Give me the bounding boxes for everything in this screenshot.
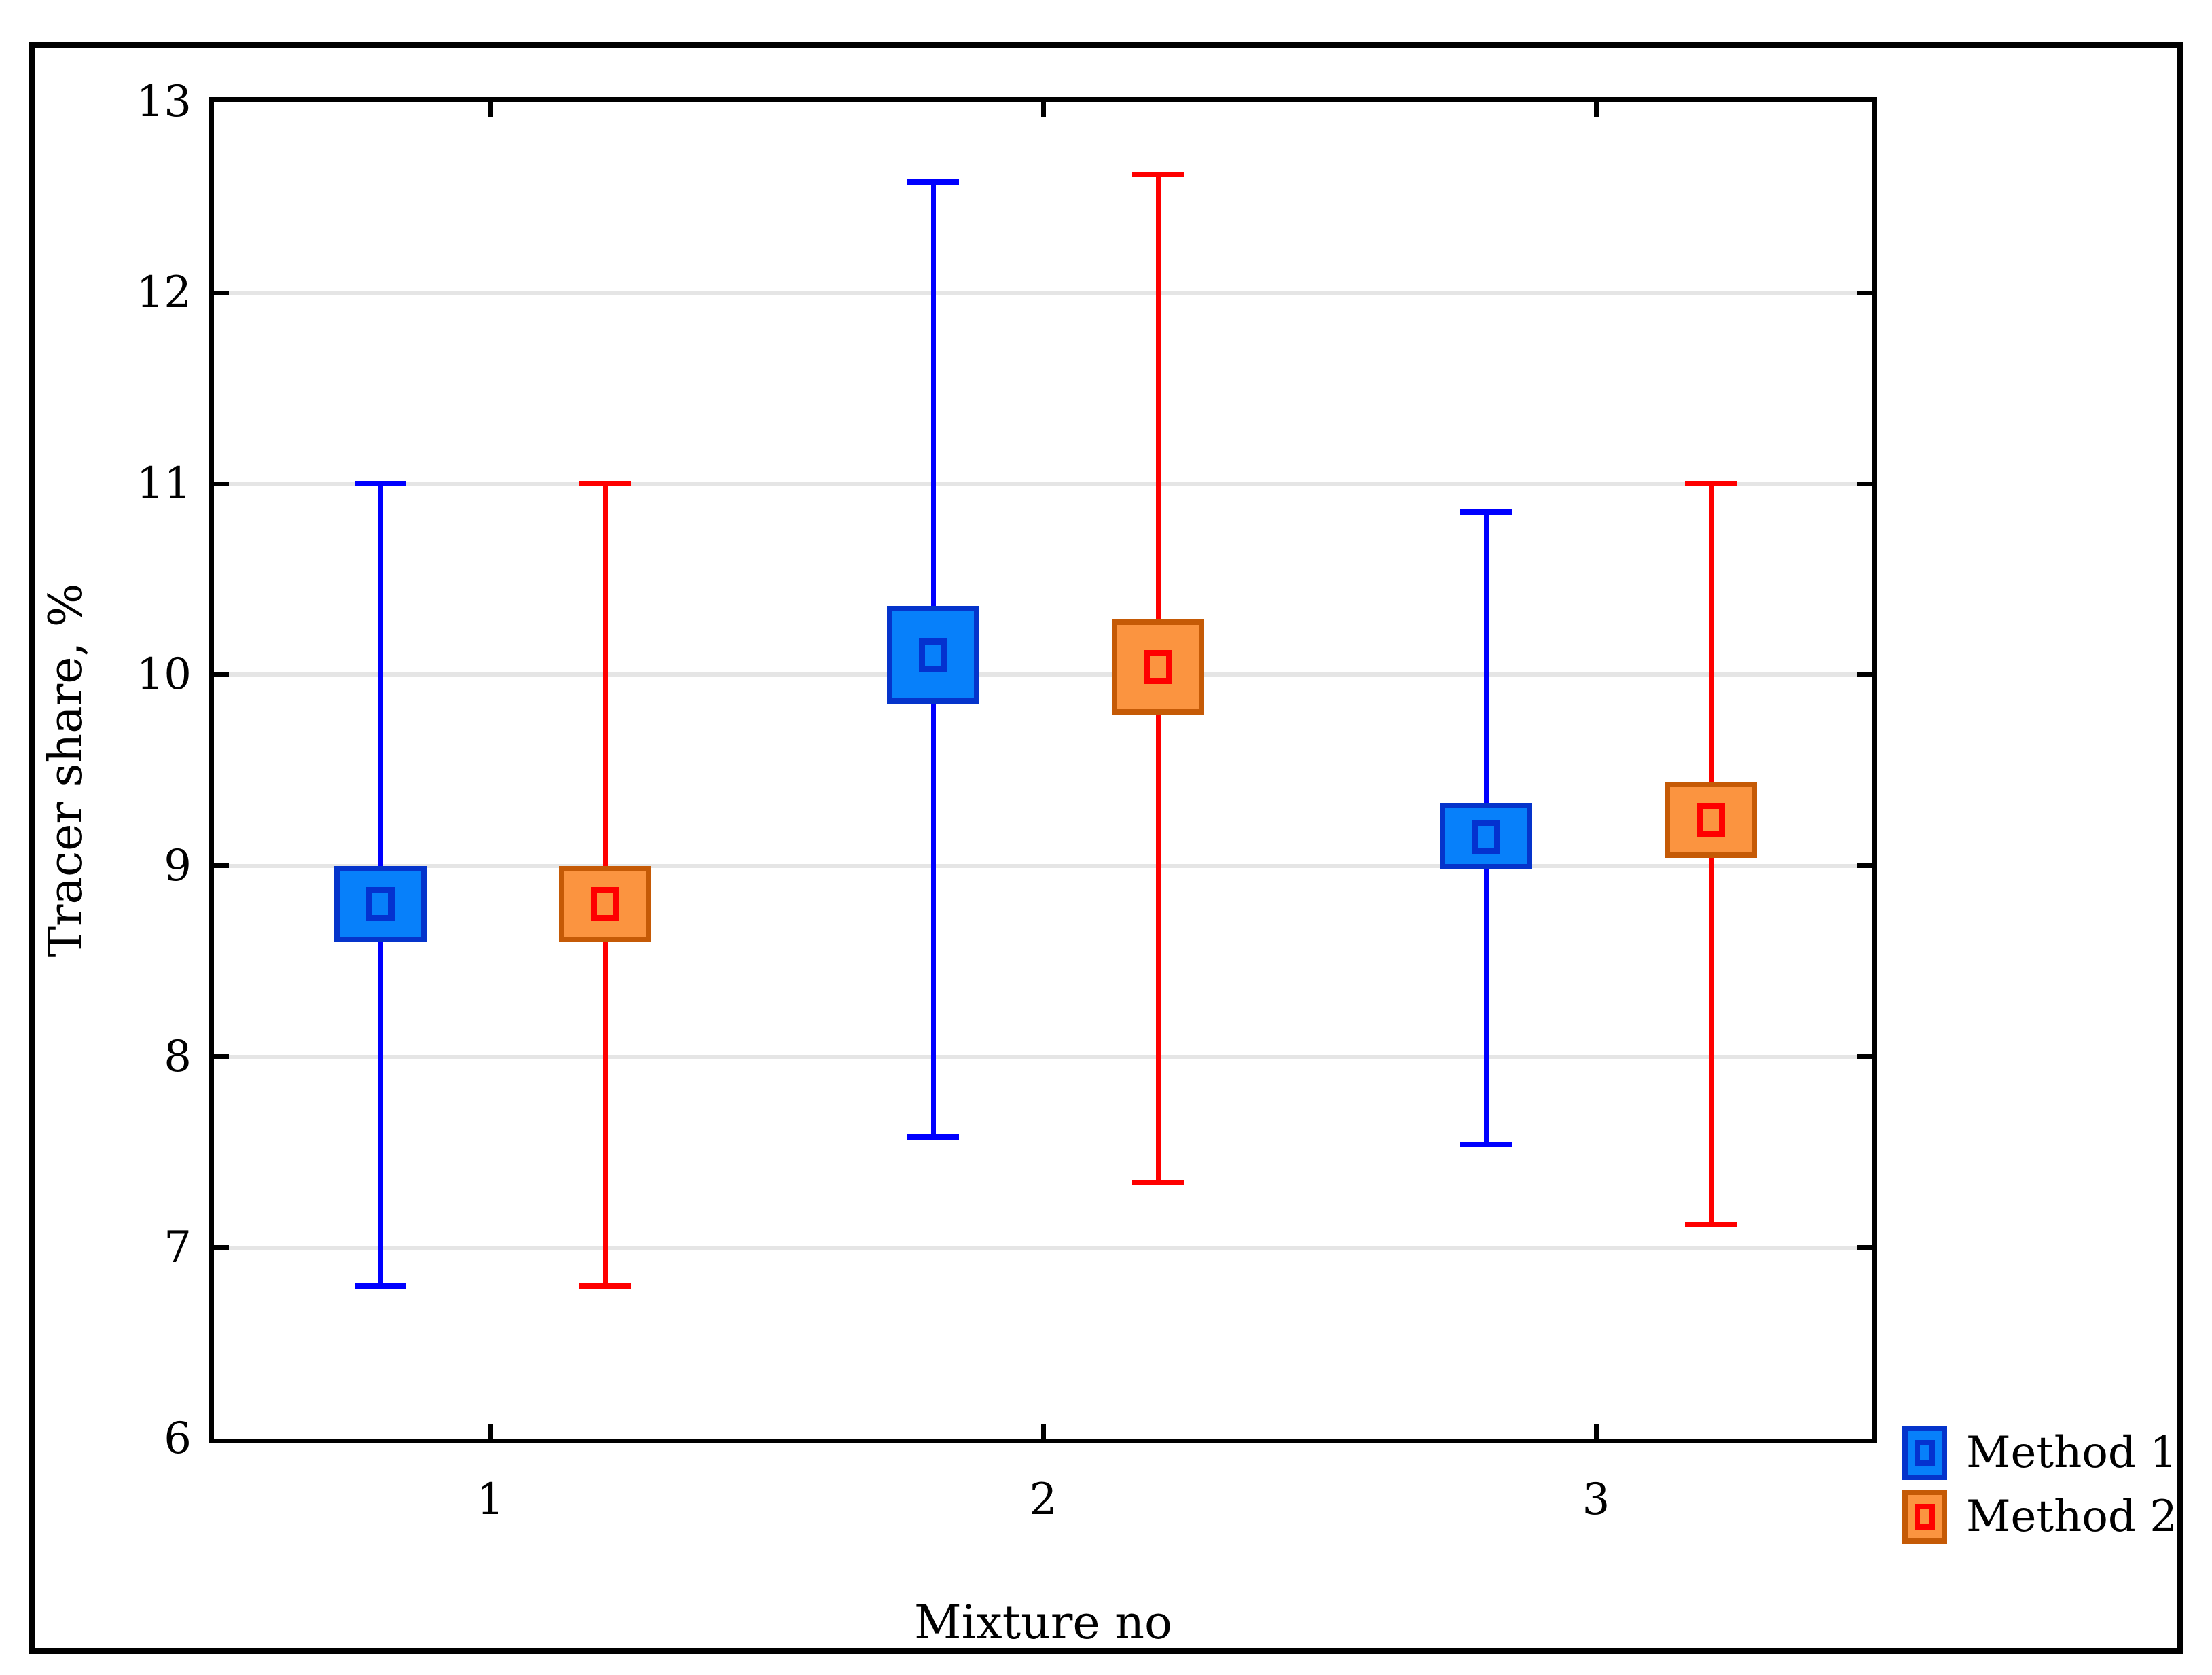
x-axis-tick-bottom <box>1593 1424 1599 1439</box>
x-axis-tick-top <box>488 102 493 117</box>
center-marker <box>1472 820 1500 854</box>
y-axis-tick-right <box>1857 1054 1872 1060</box>
center-marker <box>1144 650 1172 685</box>
whisker-cap-top <box>1685 481 1737 487</box>
whisker-cap-bottom <box>579 1283 631 1289</box>
y-axis-tick-left <box>214 863 229 869</box>
gridline <box>214 291 1872 295</box>
whisker-cap-bottom <box>907 1134 959 1140</box>
y-axis-tick-left <box>214 290 229 295</box>
whisker-cap-top <box>907 179 959 185</box>
whisker-cap-bottom <box>1685 1222 1737 1228</box>
y-axis-tick-left <box>214 1054 229 1060</box>
y-axis-tick-right <box>1857 481 1872 486</box>
y-axis-tick-right <box>1857 863 1872 869</box>
y-axis-tick-right <box>1857 1245 1872 1250</box>
y-tick-label: 13 <box>136 77 192 127</box>
y-tick-label: 12 <box>136 268 192 319</box>
y-tick-label: 11 <box>136 458 192 509</box>
whisker-cap-bottom <box>1132 1180 1184 1186</box>
gridline <box>214 1054 1872 1059</box>
whisker-cap-bottom <box>355 1283 406 1289</box>
y-axis-title: Tracer share, % <box>39 583 93 958</box>
x-tick-label: 3 <box>1582 1475 1610 1525</box>
y-axis-tick-right <box>1857 290 1872 295</box>
whisker-cap-bottom <box>1460 1142 1512 1148</box>
whisker-cap-top <box>579 481 631 487</box>
legend-swatch-method-2-inner-icon <box>1915 1504 1935 1530</box>
y-tick-label: 6 <box>164 1413 192 1464</box>
y-tick-label: 10 <box>136 649 192 700</box>
plot-frame <box>209 97 1877 1443</box>
legend-label-method-1: Method 1 <box>1966 1428 2177 1478</box>
center-marker <box>366 886 395 921</box>
x-axis-tick-top <box>1040 102 1046 117</box>
gridline <box>214 863 1872 868</box>
y-axis-tick-left <box>214 481 229 486</box>
gridline <box>214 1245 1872 1250</box>
x-axis-tick-bottom <box>488 1424 493 1439</box>
whisker-cap-top <box>1132 171 1184 177</box>
x-tick-label: 1 <box>476 1475 505 1525</box>
legend-item-method-2: Method 2 <box>1902 1490 2177 1544</box>
y-tick-label: 8 <box>164 1031 192 1082</box>
legend-swatch-method-1-icon <box>1902 1426 1947 1480</box>
center-marker <box>919 638 947 673</box>
gridline <box>214 672 1872 677</box>
y-axis-tick-left <box>214 1245 229 1250</box>
gridline <box>214 482 1872 486</box>
legend-swatch-method-2-icon <box>1902 1490 1947 1544</box>
y-tick-label: 7 <box>164 1222 192 1273</box>
legend: Method 1 Method 2 <box>1902 1426 2177 1553</box>
x-axis-title: Mixture no <box>914 1596 1172 1650</box>
y-tick-label: 9 <box>164 840 192 891</box>
legend-swatch-method-1-inner-icon <box>1915 1440 1935 1466</box>
y-axis-tick-left <box>214 672 229 677</box>
center-marker <box>591 886 619 921</box>
x-axis-tick-top <box>1593 102 1599 117</box>
x-tick-label: 2 <box>1029 1475 1057 1525</box>
center-marker <box>1697 803 1725 838</box>
figure-border <box>29 42 2183 1654</box>
legend-item-method-1: Method 1 <box>1902 1426 2177 1480</box>
x-axis-tick-bottom <box>1040 1424 1046 1439</box>
y-axis-tick-right <box>1857 672 1872 677</box>
whisker-cap-top <box>1460 509 1512 516</box>
legend-label-method-2: Method 2 <box>1966 1492 2177 1542</box>
whisker-cap-top <box>355 481 406 487</box>
